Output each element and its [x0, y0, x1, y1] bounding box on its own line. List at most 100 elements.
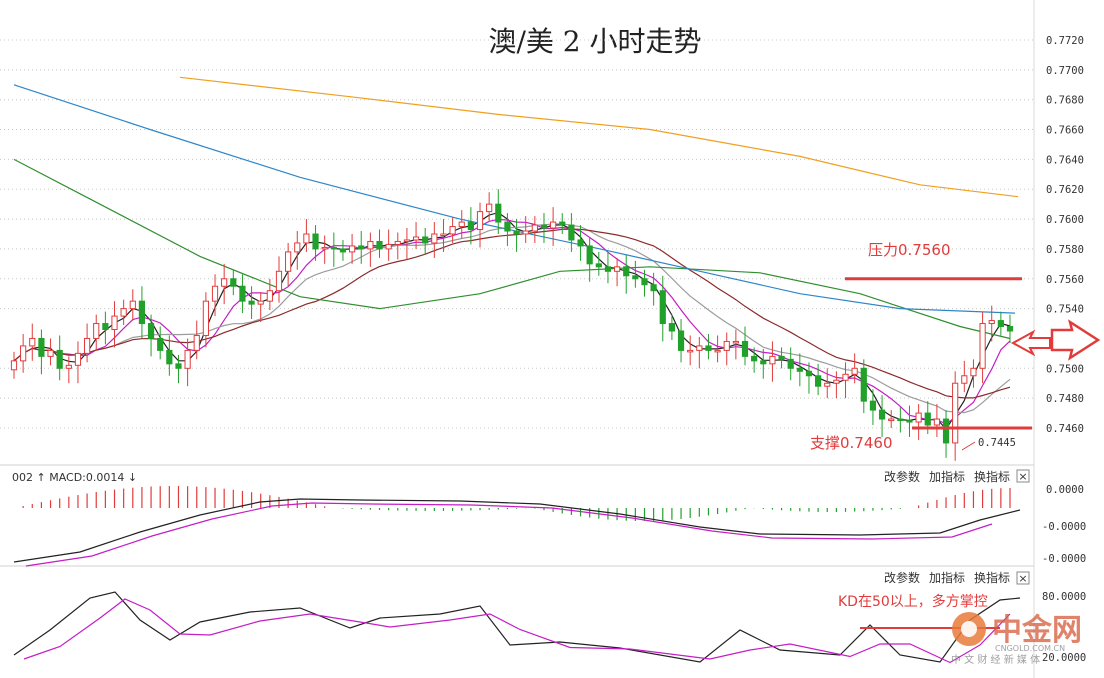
candle: [458, 210, 465, 239]
candle: [495, 189, 502, 234]
candle: [202, 292, 209, 348]
candle: [988, 305, 995, 342]
candle-body: [458, 221, 465, 228]
candle: [358, 231, 365, 264]
candle: [422, 228, 429, 255]
candle-body: [29, 337, 36, 347]
candle: [970, 359, 977, 388]
candle-body: [38, 337, 45, 357]
candle: [897, 407, 904, 433]
price-tick-2: 0.7680: [1046, 95, 1084, 107]
kd-close-icon[interactable]: ×: [1018, 572, 1027, 585]
candle: [860, 359, 867, 414]
candle: [787, 347, 794, 381]
candle: [805, 362, 813, 394]
price-tick-7: 0.7580: [1046, 244, 1084, 256]
candle-body: [56, 349, 63, 369]
candle: [111, 301, 118, 348]
candle-body: [467, 221, 474, 231]
candle-body: [915, 412, 922, 423]
arrow-right-icon: [1050, 319, 1101, 361]
candle: [348, 234, 356, 264]
candle: [550, 207, 557, 246]
macd-switch-indicator-button[interactable]: 换指标: [974, 469, 1010, 484]
macd-edit-params-button[interactable]: 改参数: [884, 469, 920, 484]
candle: [796, 353, 803, 387]
ma-line-20: [13, 223, 1011, 414]
macd-dea-line: [25, 502, 993, 567]
candle-body: [577, 239, 584, 247]
kd-close-box[interactable]: [1016, 571, 1030, 585]
candle: [321, 235, 328, 264]
candle-body: [495, 203, 502, 223]
candle-body: [540, 224, 548, 229]
candle: [266, 278, 273, 311]
kd-add-indicator-button[interactable]: 加指标: [929, 570, 965, 585]
macd-label: 002 ↑ MACD:0.0014 ↓: [12, 471, 137, 484]
candle-body: [878, 409, 886, 420]
candle-body: [367, 240, 374, 250]
candle-body: [422, 236, 429, 244]
candle-body: [84, 337, 91, 354]
candle: [952, 371, 959, 461]
ma-line-60: [13, 158, 1011, 340]
candle: [138, 286, 146, 339]
candle: [385, 229, 392, 261]
candle-body: [632, 275, 639, 280]
candle-body: [952, 382, 959, 444]
candle-body: [760, 360, 767, 365]
candle: [888, 410, 895, 428]
candle-body: [988, 320, 995, 325]
candlestick-series: [10, 189, 1014, 461]
candle-body: [559, 221, 566, 226]
kd-switch-indicator-button[interactable]: 换指标: [974, 570, 1010, 585]
candle-body: [796, 367, 803, 372]
candle: [440, 219, 447, 252]
candle: [102, 311, 109, 345]
candle-body: [111, 315, 118, 331]
candle-body: [294, 242, 301, 253]
candle-body: [348, 245, 356, 253]
candle: [522, 216, 529, 243]
candle: [504, 213, 511, 246]
macd-close-icon[interactable]: ×: [1018, 470, 1027, 483]
candle-body: [193, 334, 200, 351]
candle-body: [613, 266, 621, 272]
candle-body: [769, 355, 776, 365]
candle: [595, 251, 602, 276]
candle-body: [211, 285, 219, 302]
candle: [540, 213, 548, 243]
macd-tick-0: 0.0000: [1046, 484, 1084, 496]
candle-body: [550, 221, 557, 229]
candle: [476, 202, 484, 248]
candle: [412, 222, 420, 249]
candle-body: [230, 278, 237, 287]
price-tick-4: 0.7640: [1046, 154, 1084, 166]
watermark-brand: 中金网: [992, 613, 1082, 648]
candle-body: [522, 230, 529, 235]
candle-body: [486, 203, 493, 213]
candle: [257, 292, 264, 323]
candle-body: [851, 367, 858, 375]
ma-line-10: [13, 218, 1011, 425]
candle: [65, 356, 72, 384]
candle-body: [65, 364, 72, 369]
price-tick-6: 0.7600: [1046, 214, 1084, 226]
candle-body: [412, 236, 420, 241]
candle-body: [157, 337, 164, 351]
ma-line-30: [13, 228, 1011, 399]
candle-body: [888, 418, 895, 422]
support-label: 支撑0.7460: [810, 434, 893, 452]
price-tick-1: 0.7700: [1046, 65, 1084, 77]
candle: [687, 335, 694, 366]
candle-body: [805, 370, 813, 377]
candle: [20, 333, 27, 373]
candle-body: [312, 233, 319, 250]
macd-add-indicator-button[interactable]: 加指标: [929, 469, 965, 484]
ma-line-250: [179, 76, 1019, 198]
candle: [467, 207, 474, 245]
kd-edit-params-button[interactable]: 改参数: [884, 570, 920, 585]
candle-body: [714, 349, 721, 353]
candle: [815, 363, 822, 396]
macd-close-box[interactable]: [1016, 469, 1030, 483]
